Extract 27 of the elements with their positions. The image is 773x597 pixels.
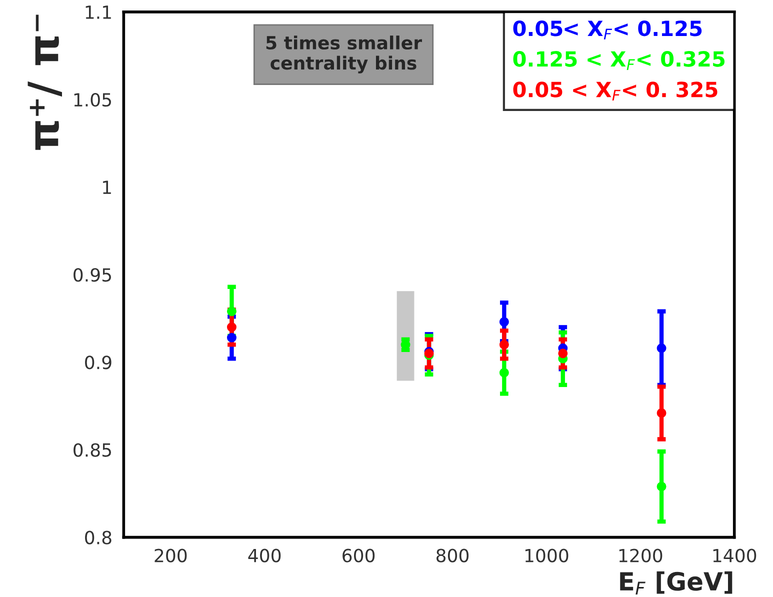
y-tick-label: 0.95	[74, 268, 111, 282]
x-tick-label: 600	[342, 548, 375, 562]
x-tick-label: 1000	[525, 548, 568, 562]
point	[558, 348, 568, 358]
point	[226, 322, 236, 332]
y-tick-label: 0.9	[85, 356, 112, 370]
x-tick-label: 200	[154, 548, 187, 562]
point	[656, 482, 666, 492]
text: 0.125 < X$_{F}$< 0.325	[513, 51, 724, 70]
point	[499, 317, 509, 327]
y-tick-label: 0.8	[85, 530, 112, 544]
x-tick-label: 1200	[619, 548, 662, 562]
point	[656, 408, 666, 418]
y-tick-label: 1.1	[86, 6, 111, 19]
x-tick-label: 1400	[713, 548, 756, 562]
x-axis-title: E$_{F}$ [GeV]	[620, 571, 732, 595]
x-tick-label: 400	[248, 548, 281, 562]
annotation: 5 times smaller centrality bins	[266, 36, 422, 74]
y-tick-label: 1	[103, 180, 111, 194]
text: 0.05 < X$_{F}$< 0. 325	[513, 82, 718, 101]
point	[656, 343, 666, 353]
point	[499, 368, 509, 378]
y-axis-title: π⁺/ π⁻	[28, 14, 62, 150]
y-tick-label: 0.85	[74, 443, 111, 457]
x-tick-label: 800	[436, 548, 469, 562]
y-tick-label: 1.05	[74, 92, 111, 107]
text: 0.05< X$_{F}$< 0.125	[513, 20, 702, 40]
